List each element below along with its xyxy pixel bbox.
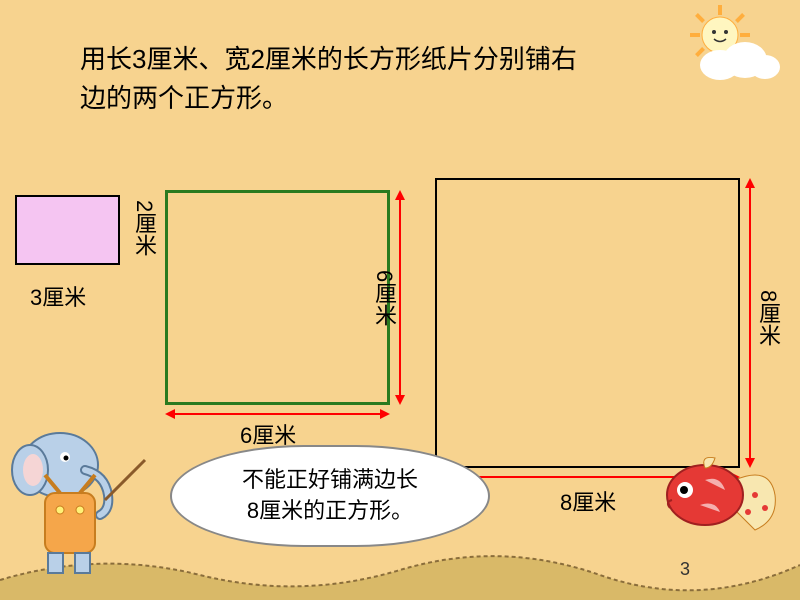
square-6cm <box>165 190 390 405</box>
fish-character <box>660 450 780 540</box>
small-rectangle-tile <box>15 195 120 265</box>
square1-height-label: 6厘米 <box>368 270 400 326</box>
elephant-character <box>10 415 160 585</box>
square2-height-label: 8厘米 <box>752 290 784 346</box>
problem-title: 用长3厘米、宽2厘米的长方形纸片分别铺右 边的两个正方形。 <box>80 40 740 118</box>
speech-line-1: 不能正好铺满边长 <box>242 467 418 492</box>
small-rect-height-label: 2厘米 <box>128 200 160 256</box>
title-line-2: 边的两个正方形。 <box>80 83 288 113</box>
title-line-1: 用长3厘米、宽2厘米的长方形纸片分别铺右 <box>80 44 577 74</box>
page-number: 3 <box>680 559 690 580</box>
square2-width-label: 8厘米 <box>560 485 616 517</box>
small-rect-width-label: 3厘米 <box>30 280 86 312</box>
speech-line-2: 8厘米的正方形。 <box>247 498 413 523</box>
square-8cm <box>435 178 740 468</box>
speech-bubble: 不能正好铺满边长 8厘米的正方形。 <box>170 445 490 547</box>
